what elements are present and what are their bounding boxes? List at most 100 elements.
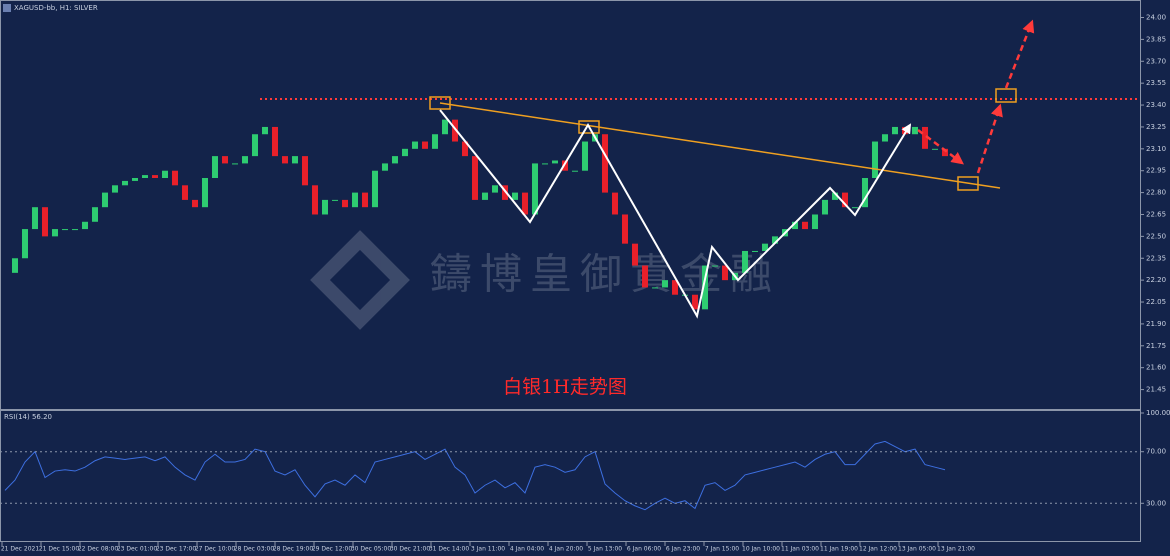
candle <box>222 156 228 164</box>
candle <box>762 243 768 251</box>
candle <box>172 170 178 186</box>
candle <box>212 156 218 179</box>
time-label: 11 Jan 19:00 <box>820 546 858 553</box>
candle <box>702 265 708 310</box>
candle <box>552 160 558 164</box>
candle <box>742 250 748 273</box>
chart-caption: 白银1H走势图 <box>503 376 627 398</box>
main-frame <box>0 0 1141 410</box>
candle <box>62 229 68 231</box>
y-tick-label: 21.45 <box>1146 386 1166 394</box>
time-label: 6 Jan 06:00 <box>627 546 661 553</box>
candle <box>182 185 188 200</box>
y-tick-label: 100.00 <box>1146 409 1170 417</box>
y-tick-label: 22.50 <box>1146 232 1166 240</box>
time-label: 21 Dec 15:00 <box>39 546 80 553</box>
candle <box>842 192 848 208</box>
candle <box>92 207 98 222</box>
candle <box>262 126 268 135</box>
candle <box>712 265 718 267</box>
candle <box>772 236 778 244</box>
y-tick-label: 22.80 <box>1146 189 1166 197</box>
candle <box>72 229 78 231</box>
time-label: 13 Jan 21:00 <box>937 546 975 553</box>
time-label: 6 Jan 23:00 <box>666 546 700 553</box>
candle <box>912 126 918 135</box>
time-label: 29 Dec 12:00 <box>312 546 353 553</box>
time-label: 10 Jan 10:00 <box>742 546 780 553</box>
candle <box>522 192 528 215</box>
time-label: 21 Dec 2021 <box>1 546 40 553</box>
candle <box>502 185 508 200</box>
y-tick-label: 23.55 <box>1146 79 1166 87</box>
time-label: 27 Dec 10:00 <box>195 546 236 553</box>
candle <box>272 126 278 157</box>
candle <box>932 148 938 150</box>
candle <box>792 221 798 230</box>
watermark-text: 鑄博皇御貴金融 <box>430 250 780 299</box>
candle <box>542 163 548 165</box>
candle <box>662 280 668 288</box>
candle <box>312 185 318 215</box>
time-label: 5 Jan 13:00 <box>588 546 622 553</box>
candle <box>922 126 928 149</box>
candle <box>422 141 428 149</box>
time-label: 4 Jan 20:00 <box>549 546 583 553</box>
y-tick-label: 22.65 <box>1146 210 1166 218</box>
candle <box>692 294 698 310</box>
time-label: 4 Jan 04:00 <box>510 546 544 553</box>
candle <box>412 141 418 149</box>
candle <box>362 192 368 208</box>
candle <box>102 192 108 208</box>
time-label: 28 Dec 19:00 <box>273 546 314 553</box>
candle <box>162 170 168 179</box>
y-tick-label: 23.70 <box>1146 57 1166 65</box>
candle <box>942 148 948 157</box>
y-tick-label: 30.00 <box>1146 499 1166 507</box>
time-label: 13 Jan 05:00 <box>898 546 936 553</box>
candle <box>862 178 868 208</box>
candle <box>252 134 258 157</box>
forecast-arrow <box>976 103 1003 174</box>
time-label: 23 Dec 17:00 <box>156 546 197 553</box>
candle <box>612 192 618 215</box>
candle <box>52 229 58 237</box>
candle <box>482 192 488 200</box>
y-tick-label: 22.05 <box>1146 298 1166 306</box>
candle <box>492 185 498 193</box>
candle <box>852 207 858 209</box>
window-title: XAGUSD-bb, H1: SILVER <box>14 4 98 12</box>
forecast-arrow <box>917 129 964 165</box>
y-tick-label: 23.40 <box>1146 101 1166 109</box>
candle <box>282 156 288 164</box>
candle <box>352 192 358 208</box>
wave-path <box>439 109 912 319</box>
marker-box <box>995 88 1017 103</box>
candle <box>882 134 888 142</box>
candle <box>872 141 878 179</box>
candle <box>892 126 898 135</box>
time-label: 12 Jan 12:00 <box>859 546 897 553</box>
time-label: 22 Dec 08:00 <box>78 546 119 553</box>
candle <box>802 221 808 230</box>
candle <box>622 214 628 244</box>
candle <box>512 192 518 200</box>
marker-box <box>429 96 451 110</box>
time-label: 30 Dec 21:00 <box>390 546 431 553</box>
rsi-line <box>4 440 946 511</box>
candle <box>122 180 128 186</box>
watermark: 鑄博皇御貴金融 <box>310 230 780 330</box>
marker-box <box>578 120 600 134</box>
candle <box>232 163 238 165</box>
candle <box>752 250 758 252</box>
candle <box>292 156 298 164</box>
candle <box>12 258 18 273</box>
y-tick-label: 24.00 <box>1146 14 1166 22</box>
candle <box>442 119 448 135</box>
candle <box>392 156 398 164</box>
candle <box>722 265 728 281</box>
candle <box>582 141 588 171</box>
y-tick-label: 22.20 <box>1146 276 1166 284</box>
candle <box>632 243 638 266</box>
annotations <box>260 19 1140 319</box>
